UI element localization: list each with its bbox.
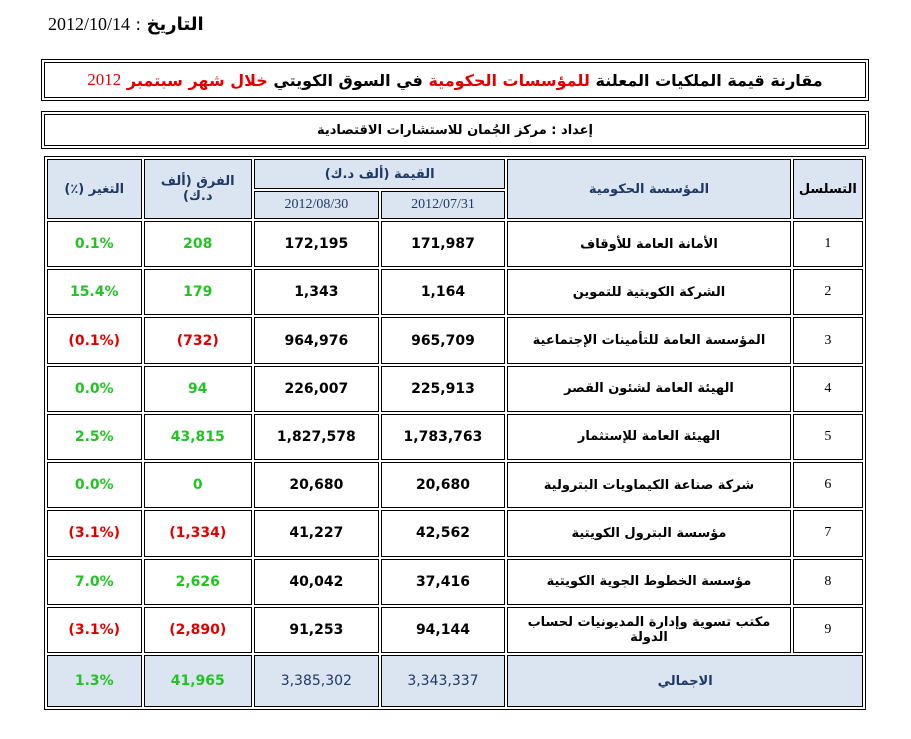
header-serial: التسلسل [792,159,863,219]
total-value-2: 3,385,302 [254,655,379,707]
row-difference: 2,626 [143,558,253,605]
total-value-1: 3,343,337 [380,655,506,707]
row-serial: 5 [792,413,863,461]
row-value-1: 1,164 [380,269,506,316]
table-row: 1 الأمانة العامة للأوقاف 171,987 172,195 208… [47,221,863,268]
date-separator: : [130,15,147,35]
row-serial: 4 [792,365,863,412]
header-difference: الفرق (ألف د.ك) [143,159,253,219]
report-author: إعداد : مركز الجُمان للاستشارات الاقتصاد… [41,111,869,149]
row-institution: المؤسسة العامة للتأمينات الإجتماعية [507,317,791,364]
row-value-2: 1,343 [254,269,379,316]
row-change: (0.1%) [47,317,142,364]
row-value-2: 226,007 [254,365,379,412]
table-row: 3 المؤسسة العامة للتأمينات الإجتماعية 965,… [47,317,863,364]
holdings-table: التسلسل المؤسسة الحكومية القيمة (ألف د.ك… [44,156,866,710]
total-difference: 41,965 [143,655,253,707]
date-label: التاريخ [146,14,204,35]
table-body: 1 الأمانة العامة للأوقاف 171,987 172,195 208… [47,221,863,653]
row-serial: 3 [792,317,863,364]
table-row: 5 الهيئة العامة للإستثمار 1,783,763 1,827,5… [47,413,863,461]
row-difference: 0 [143,462,253,509]
table-row: 9 مكتب تسوية وإدارة المديونيات لحساب الدو… [47,606,863,653]
row-serial: 9 [792,606,863,653]
row-serial: 1 [792,221,863,268]
table-row: 7 مؤسسة البترول الكويتية 42,562 41,227 (1,33… [47,510,863,557]
row-difference: (732) [143,317,253,364]
row-change: 0.0% [47,462,142,509]
title-part-1: مقارنة قيمة الملكيات المعلنة [595,70,823,90]
row-value-1: 94,144 [380,606,506,653]
row-serial: 2 [792,269,863,316]
row-value-2: 964,976 [254,317,379,364]
row-difference: 179 [143,269,253,316]
header-date-1: 2012/07/31 [380,191,506,219]
row-change: 2.5% [47,413,142,461]
row-institution: مؤسسة الخطوط الجوية الكويتية [507,558,791,605]
row-value-1: 20,680 [380,462,506,509]
header-value: القيمة (ألف د.ك) [254,159,506,189]
row-difference: (1,334) [143,510,253,557]
row-institution: مكتب تسوية وإدارة المديونيات لحساب الدول… [507,606,791,653]
table-row: 4 الهيئة العامة لشئون القصر 225,913 226,007… [47,365,863,412]
row-difference: (2,890) [143,606,253,653]
row-serial: 8 [792,558,863,605]
row-difference: 94 [143,365,253,412]
row-value-1: 965,709 [380,317,506,364]
title-year: 2012 [87,70,122,89]
title-part-3: في السوق الكويتي [273,70,423,90]
row-institution: شركة صناعة الكيماويات البترولية [507,462,791,509]
row-difference: 43,815 [143,413,253,461]
row-value-1: 171,987 [380,221,506,268]
row-change: 0.1% [47,221,142,268]
row-value-1: 37,416 [380,558,506,605]
total-row: الاجمالي 3,343,337 3,385,302 41,965 1.3% [47,655,863,707]
table-row: 6 شركة صناعة الكيماويات البترولية 20,680 20… [47,462,863,509]
row-institution: الأمانة العامة للأوقاف [507,221,791,268]
author-text: إعداد : مركز الجُمان للاستشارات الاقتصاد… [316,122,594,138]
row-institution: مؤسسة البترول الكويتية [507,510,791,557]
row-difference: 208 [143,221,253,268]
row-institution: الشركة الكويتية للتموين [507,269,791,316]
row-serial: 6 [792,462,863,509]
total-change: 1.3% [47,655,142,707]
row-change: 15.4% [47,269,142,316]
row-change: 0.0% [47,365,142,412]
header-date-2: 2012/08/30 [254,191,379,219]
row-value-2: 172,195 [254,221,379,268]
table-row: 8 مؤسسة الخطوط الجوية الكويتية 37,416 40,04… [47,558,863,605]
row-value-2: 1,827,578 [254,413,379,461]
header-institution: المؤسسة الحكومية [507,159,791,219]
row-serial: 7 [792,510,863,557]
table-row: 2 الشركة الكويتية للتموين 1,164 1,343 179 15.… [47,269,863,316]
row-value-1: 225,913 [380,365,506,412]
row-value-1: 1,783,763 [380,413,506,461]
report-title: مقارنة قيمة الملكيات المعلنة للمؤسسات ال… [41,59,869,101]
row-change: (3.1%) [47,510,142,557]
date-value: 2012/10/14 [48,14,131,34]
row-value-2: 40,042 [254,558,379,605]
title-part-2: للمؤسسات الحكومية [428,70,590,90]
total-label: الاجمالي [507,655,863,707]
row-value-2: 91,253 [254,606,379,653]
row-institution: الهيئة العامة لشئون القصر [507,365,791,412]
title-part-4: خلال شهر سبتمبر [126,70,268,90]
row-value-1: 42,562 [380,510,506,557]
row-change: 7.0% [47,558,142,605]
row-value-2: 41,227 [254,510,379,557]
row-value-2: 20,680 [254,462,379,509]
row-change: (3.1%) [47,606,142,653]
report-date: 2012/10/14 : التاريخ [48,14,348,42]
header-change: التغير (٪) [47,159,142,219]
row-institution: الهيئة العامة للإستثمار [507,413,791,461]
